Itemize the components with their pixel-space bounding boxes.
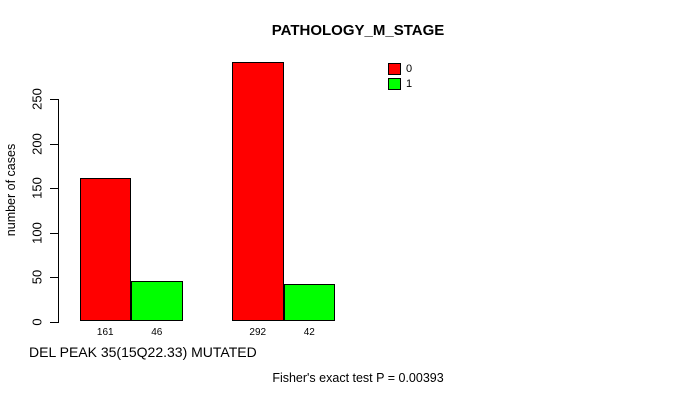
- chart-title: PATHOLOGY_M_STAGE: [271, 22, 445, 39]
- y-tick: [50, 143, 58, 145]
- y-tick: [50, 188, 58, 190]
- legend: 0 1: [388, 63, 412, 92]
- legend-item-0: 0: [388, 63, 412, 75]
- y-tick-label: 0: [29, 317, 45, 326]
- bar-series-1: [131, 280, 183, 322]
- bar-value-label: 161: [96, 326, 114, 338]
- y-tick-label: 50: [29, 269, 45, 285]
- y-tick: [50, 232, 58, 234]
- legend-label-0: 0: [406, 63, 413, 75]
- y-tick: [50, 99, 58, 101]
- y-tick-label: 100: [29, 221, 45, 244]
- y-axis-title: number of cases: [4, 143, 18, 237]
- y-tick: [50, 321, 58, 323]
- y-tick: [50, 277, 58, 279]
- bar-series-0: [79, 178, 131, 322]
- y-tick-label: 200: [29, 132, 45, 155]
- legend-item-1: 1: [388, 77, 413, 90]
- legend-swatch-green-icon: [388, 77, 401, 90]
- y-axis-line: [58, 99, 59, 323]
- bar-series-1: [283, 284, 335, 322]
- y-tick-label: 150: [29, 177, 45, 199]
- bar-value-label: 42: [303, 326, 315, 338]
- x-axis-title: DEL PEAK 35(15Q22.33) MUTATED: [29, 344, 257, 360]
- y-tick-label: 250: [29, 88, 45, 111]
- legend-label-1: 1: [406, 77, 413, 90]
- bar-series-0: [232, 61, 284, 322]
- legend-swatch-red-icon: [388, 63, 401, 75]
- bar-value-label: 46: [151, 326, 163, 338]
- fisher-test-annotation: Fisher's exact test P = 0.00393: [272, 371, 444, 385]
- bar-value-label: 292: [249, 326, 267, 338]
